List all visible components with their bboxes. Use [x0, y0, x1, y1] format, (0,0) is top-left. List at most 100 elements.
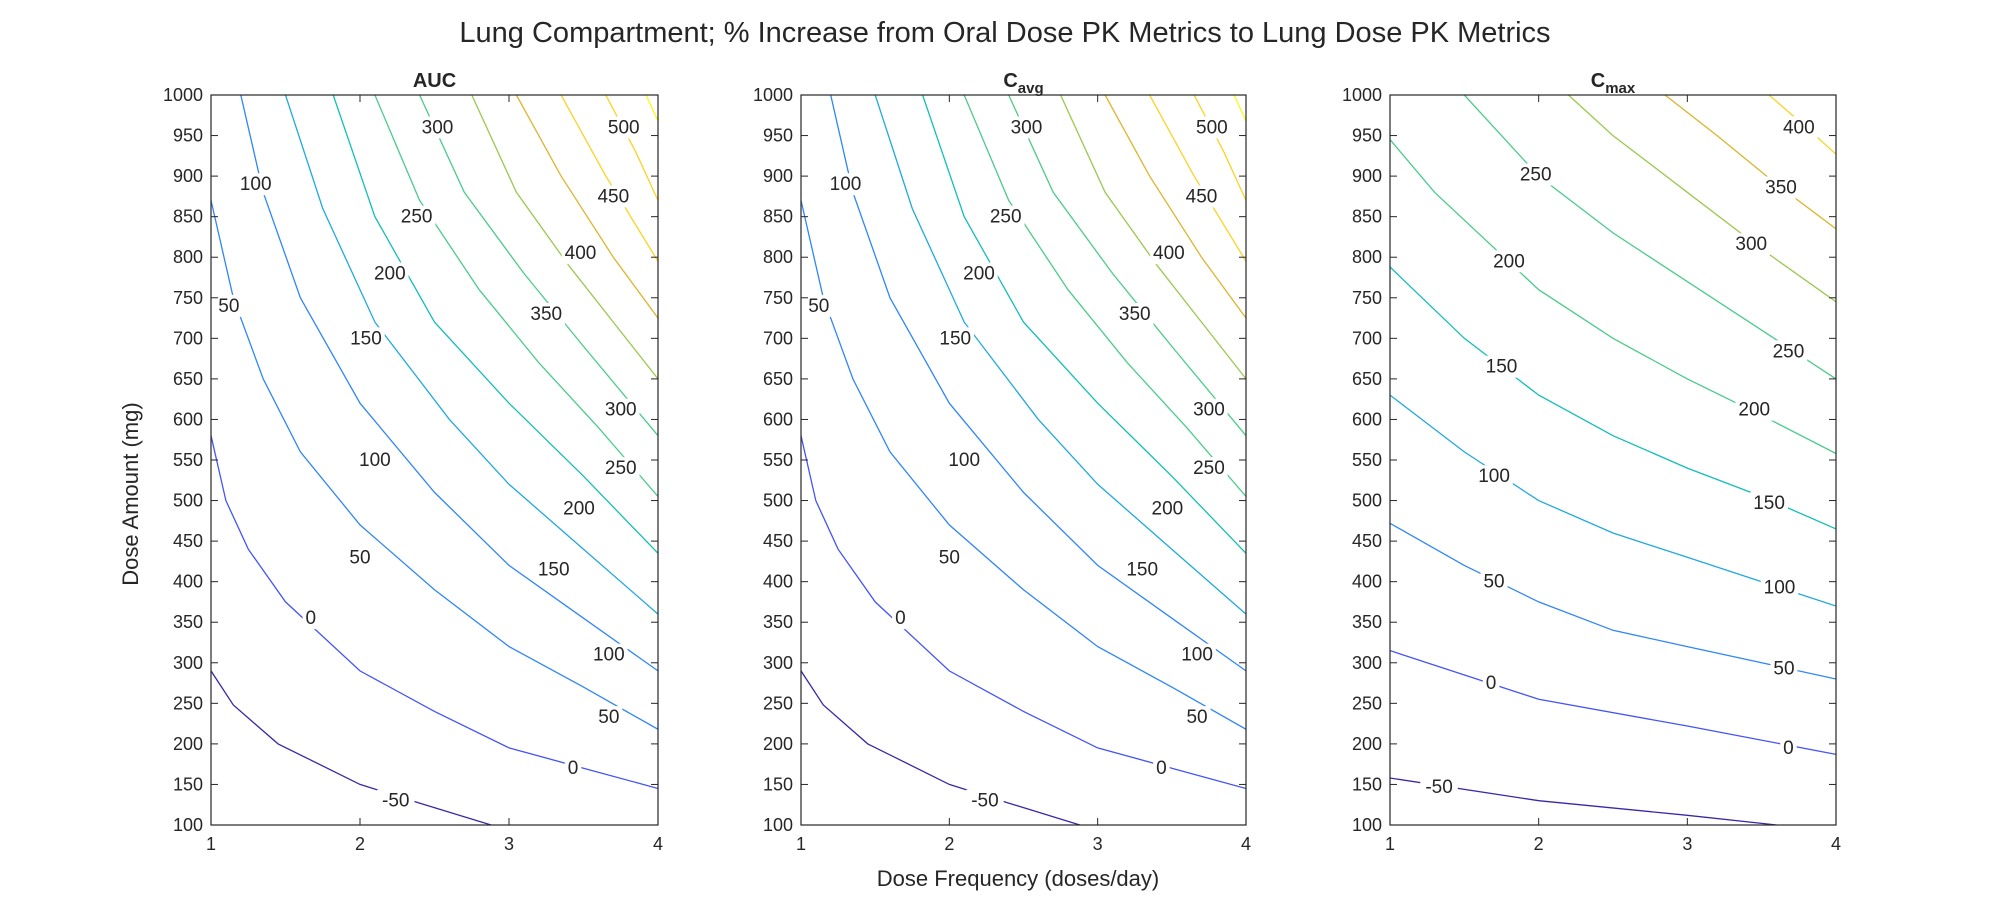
- cmax-contour-label: 50: [1773, 658, 1794, 679]
- cmax-y-tick-label: 750: [1352, 288, 1382, 308]
- auc-y-tick-label: 550: [173, 450, 203, 470]
- auc-contour-label: 400: [565, 243, 597, 264]
- cmax-contour-label: 150: [1486, 357, 1518, 378]
- cavg-y-tick-label: 200: [763, 734, 793, 754]
- auc-contour-label: 100: [359, 450, 391, 471]
- cmax-y-tick-label: 200: [1352, 734, 1382, 754]
- cmax-y-tick-label: 850: [1352, 207, 1382, 227]
- cavg-contour-label-bg: [1007, 116, 1046, 139]
- cmax-contour-label: 0: [1783, 738, 1794, 759]
- cmax-y-tick-label: 500: [1352, 491, 1382, 511]
- auc-contour-label: 450: [597, 186, 629, 207]
- cmax-y-tick-label: 700: [1352, 328, 1382, 348]
- auc-y-tick-label: 200: [173, 734, 203, 754]
- auc-contour-line-450: [560, 95, 658, 262]
- auc-y-tick-label: 400: [173, 572, 203, 592]
- cavg-contour-label-bg: [1150, 242, 1188, 265]
- cmax-y-tick-label: 100: [1352, 815, 1382, 835]
- cmax-x-tick-label: 2: [1534, 834, 1544, 854]
- cavg-contour-label-bg: [935, 546, 963, 569]
- auc-contour-line-100: [240, 95, 658, 672]
- auc-contour-label: 150: [350, 328, 382, 349]
- auc-contour-label-bg: [397, 205, 436, 228]
- auc-contour-label-bg: [347, 327, 385, 350]
- cmax-y-tick-label: 900: [1352, 166, 1382, 186]
- x-axis-label: Dose Frequency (doses/day): [877, 866, 1159, 891]
- cmax-contour-label-bg: [1482, 355, 1521, 378]
- auc-x-tick-label: 3: [504, 834, 514, 854]
- auc-contour-label: 300: [422, 117, 454, 138]
- cmax-contour-label-bg: [1750, 491, 1788, 514]
- cavg-panel-title: Cavg: [1003, 70, 1043, 97]
- auc-contour-label-bg: [590, 643, 628, 666]
- auc-contour-label: 50: [598, 707, 619, 728]
- cavg-contour-label-bg: [960, 262, 998, 285]
- auc-y-tick-label: 650: [173, 369, 203, 389]
- cavg-contour-line-450: [1149, 95, 1246, 262]
- cmax-contour-label-bg: [1780, 116, 1818, 139]
- auc-contour-label: 0: [306, 608, 317, 629]
- cmax-contour-panel: -50 0 0 50 50 100 100 150 150 200 200 250 250 300 350 4…: [1342, 70, 1841, 854]
- cavg-contour-line--50: [801, 670, 1081, 825]
- auc-contour-label-bg: [527, 303, 565, 325]
- cmax-contour-label: 200: [1493, 251, 1525, 272]
- cmax-contour-label-bg: [1735, 398, 1773, 421]
- auc-contour-label: 50: [349, 547, 370, 568]
- auc-y-tick-label: 500: [173, 491, 203, 511]
- auc-contour-label: 300: [605, 400, 637, 421]
- auc-contour-line-200: [332, 95, 658, 554]
- cavg-contour-line-150: [874, 95, 1246, 615]
- cmax-contour-label-bg: [1769, 340, 1808, 363]
- cavg-contour-label: 250: [990, 207, 1022, 228]
- auc-y-tick-label: 450: [173, 531, 203, 551]
- cmax-contour-label: 150: [1753, 493, 1785, 514]
- auc-contour-line-0: [211, 435, 658, 790]
- auc-contour-label-bg: [564, 757, 582, 780]
- auc-contour-label-bg: [602, 398, 640, 421]
- cavg-y-tick-label: 550: [763, 450, 793, 470]
- auc-contour-label-bg: [356, 449, 394, 471]
- cavg-y-tick-label: 950: [763, 126, 793, 146]
- cavg-contour-label: 450: [1186, 186, 1218, 207]
- cavg-contour-line-50: [801, 200, 1246, 730]
- auc-y-tick-label: 950: [173, 126, 203, 146]
- cmax-contour-label-bg: [1420, 775, 1458, 798]
- cmax-contour-line--50: [1390, 777, 1777, 825]
- auc-contour-label-bg: [377, 789, 415, 812]
- cavg-contour-label-bg: [1190, 398, 1228, 421]
- cavg-contour-line-0: [801, 435, 1246, 790]
- cmax-contour-label: 0: [1486, 673, 1497, 694]
- cavg-contour-label: 500: [1196, 117, 1228, 138]
- cavg-contour-label: 200: [1152, 499, 1184, 520]
- cmax-contour-label: 50: [1483, 572, 1504, 593]
- auc-contour-line-400: [515, 95, 658, 319]
- cavg-contour-label-bg: [1182, 185, 1221, 208]
- auc-y-tick-label: 750: [173, 288, 203, 308]
- cmax-y-tick-label: 450: [1352, 531, 1382, 551]
- cavg-contour-label-bg: [986, 205, 1025, 228]
- auc-contour-label-bg: [560, 497, 598, 520]
- cmax-contour-label: 350: [1765, 177, 1797, 198]
- cavg-y-tick-label: 750: [763, 288, 793, 308]
- cavg-contour-label: 100: [1181, 645, 1213, 666]
- auc-contour-label-bg: [215, 294, 243, 317]
- auc-contour-label-bg: [418, 116, 457, 139]
- auc-contour-label: 200: [563, 499, 595, 520]
- auc-y-tick-label: 100: [173, 815, 203, 835]
- cavg-contour-label-bg: [1190, 457, 1228, 480]
- cmax-contour-label-bg: [1760, 576, 1799, 599]
- cavg-contour-line-300: [1008, 95, 1246, 437]
- cavg-contour-label-bg: [1193, 116, 1231, 139]
- cavg-contour-label: 150: [939, 328, 971, 349]
- auc-contour-label-bg: [302, 607, 320, 630]
- cavg-y-tick-label: 650: [763, 369, 793, 389]
- cavg-contour-line-500: [1193, 95, 1246, 201]
- auc-y-tick-label: 300: [173, 653, 203, 673]
- auc-contour-label: 250: [401, 207, 433, 228]
- auc-contour-line-500: [605, 95, 658, 201]
- cavg-contour-label-bg: [936, 327, 975, 350]
- cmax-y-tick-label: 300: [1352, 653, 1382, 673]
- cavg-y-tick-label: 350: [763, 612, 793, 632]
- cavg-contour-label-bg: [826, 173, 865, 196]
- cmax-contour-label: 200: [1738, 400, 1770, 421]
